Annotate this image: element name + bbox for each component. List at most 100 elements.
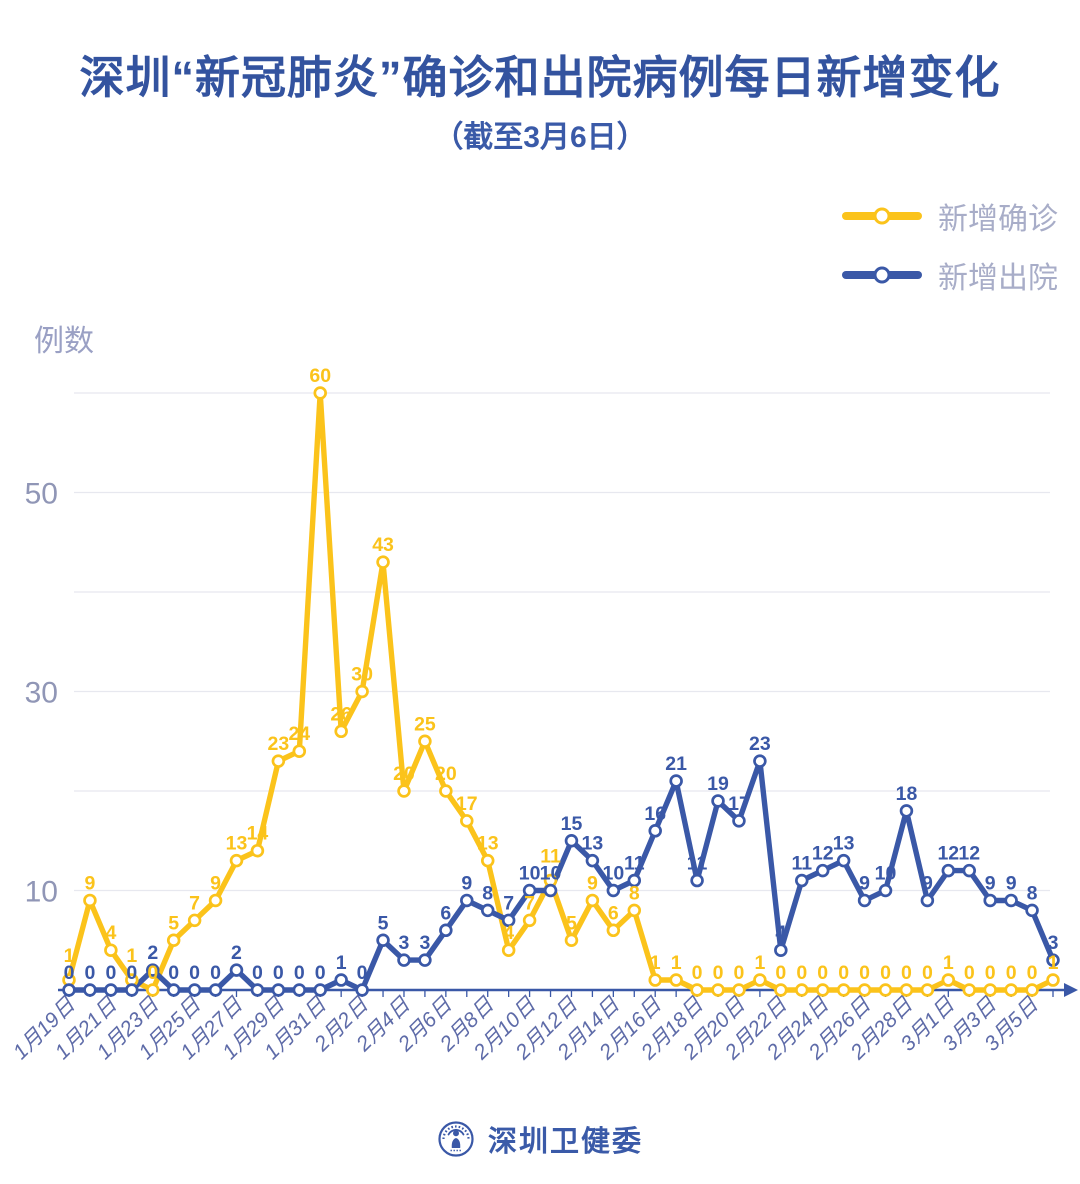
data-label-confirmed: 9: [210, 872, 221, 894]
data-label-confirmed: 0: [901, 962, 912, 984]
data-label-discharged: 9: [859, 872, 870, 894]
data-point-confirmed: [145, 983, 160, 997]
data-point-discharged: [460, 893, 474, 908]
data-label-discharged: 0: [126, 962, 137, 984]
data-point-confirmed: [774, 983, 788, 997]
legend-label-confirmed: 新增确诊: [938, 203, 1058, 236]
data-label-confirmed: 43: [372, 534, 394, 556]
data-point-confirmed: [208, 893, 223, 908]
data-label-confirmed: 1: [671, 952, 682, 974]
data-point-confirmed: [795, 983, 809, 997]
data-point-discharged: [501, 913, 516, 928]
data-point-discharged: [1025, 903, 1039, 918]
data-label-confirmed: 0: [838, 962, 849, 984]
data-point-confirmed: [355, 684, 369, 699]
data-point-discharged: [480, 903, 495, 918]
data-label-confirmed: 0: [1027, 962, 1038, 984]
health-commission-logo-icon: [438, 1121, 474, 1157]
data-point-discharged: [313, 983, 327, 997]
data-point-discharged: [1004, 893, 1018, 908]
data-label-discharged: 10: [602, 863, 624, 885]
data-label-confirmed: 14: [247, 823, 269, 845]
data-label-discharged: 6: [440, 902, 451, 924]
data-point-discharged: [648, 824, 662, 838]
data-label-confirmed: 0: [692, 962, 703, 984]
data-label-discharged: 12: [812, 843, 834, 865]
y-axis-unit-label: 例数: [34, 325, 94, 358]
data-point-confirmed: [480, 853, 495, 868]
data-label-confirmed: 24: [288, 723, 310, 745]
daily-cases-line-chart: 1030501月19日1月21日1月23日1月25日1月27日1月29日1月31…: [9, 365, 1078, 1065]
data-label-discharged: 11: [624, 853, 645, 875]
data-label-confirmed: 20: [393, 763, 415, 785]
data-point-discharged: [878, 883, 893, 898]
data-point-confirmed: [941, 973, 956, 987]
data-point-discharged: [753, 754, 767, 768]
x-axis-arrow-icon: [1064, 983, 1078, 997]
data-label-confirmed: 1: [64, 945, 75, 967]
data-label-confirmed: 20: [435, 763, 457, 785]
data-label-discharged: 3: [1048, 932, 1059, 954]
data-label-confirmed: 26: [330, 703, 352, 725]
data-point-discharged: [418, 953, 432, 967]
data-label-discharged: 15: [561, 813, 583, 835]
data-point-discharged: [271, 983, 286, 997]
data-point-discharged: [83, 983, 97, 997]
data-point-confirmed: [606, 923, 621, 938]
data-label-discharged: 10: [540, 863, 562, 885]
data-point-discharged: [166, 983, 181, 997]
data-label-confirmed: 17: [456, 793, 478, 815]
data-label-confirmed: 6: [608, 902, 619, 924]
data-point-discharged: [920, 893, 935, 908]
data-point-confirmed: [334, 724, 348, 739]
data-point-discharged: [585, 853, 600, 868]
data-point-discharged: [250, 983, 265, 997]
data-label-discharged: 0: [85, 962, 96, 984]
data-label-discharged: 5: [378, 912, 389, 934]
footer: 深圳卫健委: [0, 1118, 1080, 1160]
data-point-discharged: [229, 963, 244, 977]
data-label-discharged: 9: [985, 872, 996, 894]
data-label-confirmed: 0: [817, 962, 828, 984]
data-label-discharged: 23: [749, 733, 771, 755]
data-label-confirmed: 9: [587, 872, 598, 894]
data-label-discharged: 0: [357, 962, 368, 984]
data-label-confirmed: 1: [754, 952, 765, 974]
data-label-confirmed: 0: [713, 962, 724, 984]
data-point-confirmed: [313, 386, 327, 400]
y-tick-label: 30: [25, 677, 58, 710]
data-label-discharged: 18: [896, 783, 918, 805]
data-point-confirmed: [627, 903, 642, 918]
data-point-confirmed: [292, 744, 307, 758]
data-point-confirmed: [753, 973, 767, 987]
data-point-confirmed: [920, 983, 935, 997]
data-point-confirmed: [732, 983, 746, 997]
data-label-discharged: 0: [315, 962, 326, 984]
data-label-discharged: 0: [168, 962, 179, 984]
data-point-confirmed: [271, 754, 286, 768]
data-point-confirmed: [250, 843, 265, 858]
data-point-discharged: [334, 973, 348, 987]
data-point-discharged: [732, 814, 746, 828]
data-point-discharged: [795, 873, 809, 888]
data-label-discharged: 2: [231, 942, 242, 964]
data-point-confirmed: [690, 983, 704, 997]
data-point-confirmed: [104, 943, 118, 957]
data-point-confirmed: [1025, 983, 1039, 997]
data-point-confirmed: [166, 933, 181, 947]
data-label-confirmed: 60: [309, 365, 331, 387]
data-label-discharged: 0: [64, 962, 75, 984]
data-point-discharged: [187, 983, 202, 997]
data-label-discharged: 0: [210, 962, 221, 984]
data-label-discharged: 9: [461, 872, 472, 894]
data-label-discharged: 7: [503, 892, 514, 914]
data-label-confirmed: 4: [105, 922, 116, 944]
data-label-discharged: 19: [707, 773, 729, 795]
data-label-confirmed: 0: [964, 962, 975, 984]
data-point-confirmed: [962, 983, 977, 997]
data-point-confirmed: [376, 555, 390, 569]
data-label-discharged: 2: [147, 942, 158, 964]
data-point-confirmed: [83, 893, 97, 908]
data-label-confirmed: 5: [168, 912, 179, 934]
